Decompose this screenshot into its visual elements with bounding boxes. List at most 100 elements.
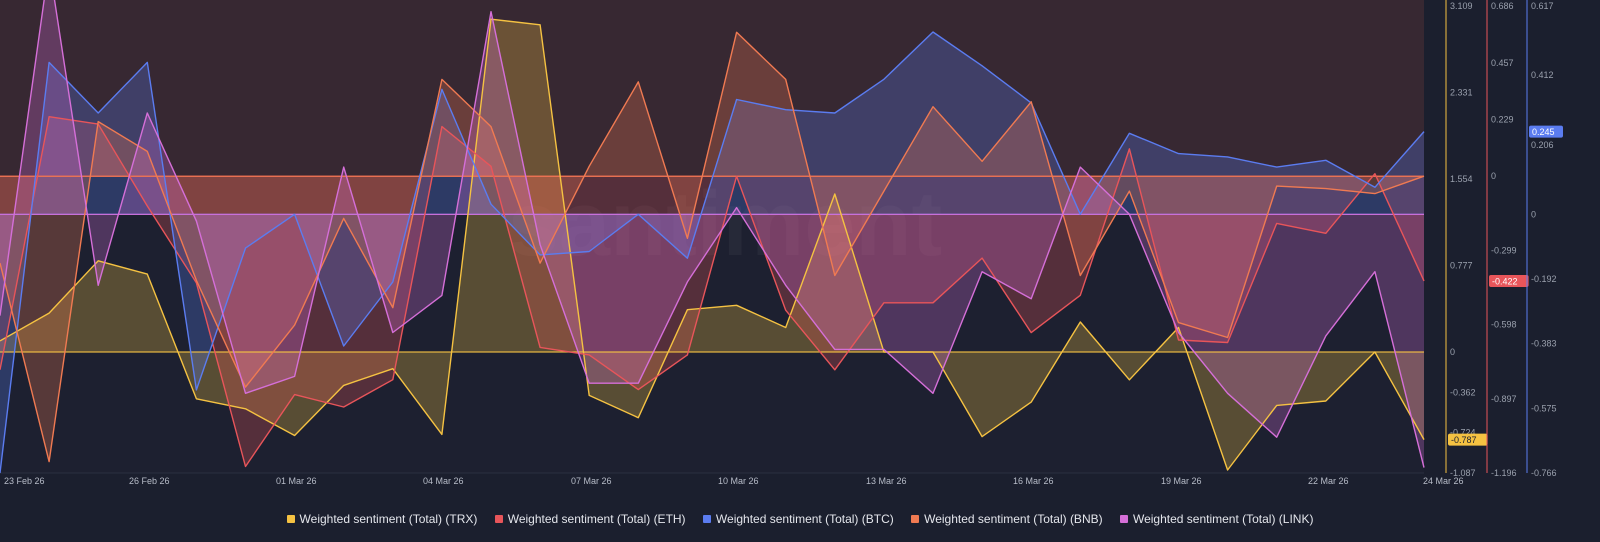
legend-swatch-bnb: [911, 515, 920, 523]
point-btc-25: [1227, 156, 1229, 158]
point-btc-28: [1374, 187, 1376, 189]
legend-label-link: Weighted sentiment (Total) (LINK): [1132, 512, 1314, 526]
point-bnb-28: [1374, 193, 1376, 195]
point-trx-13: [638, 417, 640, 419]
point-eth-29: [1423, 280, 1425, 282]
point-eth-11: [539, 347, 541, 349]
point-eth-19: [932, 302, 934, 304]
line-trx: [0, 18, 1425, 471]
point-btc-20: [981, 65, 983, 67]
point-bnb-21: [1030, 101, 1032, 103]
axis-tick-trx-5: -0.362: [1450, 387, 1476, 397]
series-areas: [0, 0, 1424, 473]
point-eth-21: [1030, 332, 1032, 334]
point-link-16: [785, 285, 787, 287]
point-btc-26: [1276, 166, 1278, 168]
series-lines: [0, 0, 1425, 474]
point-btc-17: [834, 112, 836, 114]
point-link-2: [97, 285, 99, 287]
point-link-7: [343, 166, 345, 168]
point-eth-15: [736, 175, 738, 177]
point-btc-18: [883, 79, 885, 81]
axis-badge-eth: [1489, 274, 1529, 287]
point-bnb-16: [785, 79, 787, 81]
axis-badge-value-btc: 0.245: [1532, 127, 1555, 137]
point-trx-20: [981, 436, 983, 438]
x-label-5: 10 Mar 26: [718, 476, 759, 486]
x-label-3: 04 Mar 26: [423, 476, 464, 486]
point-eth-26: [1276, 223, 1278, 225]
chart-legend: Weighted sentiment (Total) (TRX) Weighte…: [0, 512, 1600, 526]
point-eth-1: [48, 116, 50, 118]
legend-item-btc[interactable]: Weighted sentiment (Total) (BTC): [702, 512, 894, 526]
point-link-29: [1423, 467, 1425, 469]
point-link-10: [490, 11, 492, 13]
point-bnb-10: [490, 126, 492, 128]
x-label-1: 26 Feb 26: [129, 476, 170, 486]
point-bnb-3: [147, 151, 149, 153]
point-trx-11: [539, 24, 541, 26]
point-link-5: [245, 393, 247, 395]
point-bnb-11: [539, 262, 541, 264]
point-btc-4: [196, 389, 198, 391]
point-bnb-2: [97, 121, 99, 123]
point-trx-4: [196, 398, 198, 400]
legend-item-link[interactable]: Weighted sentiment (Total) (LINK): [1119, 512, 1314, 526]
point-link-20: [981, 271, 983, 273]
point-btc-7: [343, 345, 345, 347]
point-bnb-19: [932, 106, 934, 108]
point-eth-22: [1080, 295, 1082, 297]
point-link-15: [736, 207, 738, 209]
point-btc-5: [245, 247, 247, 249]
legend-label-eth: Weighted sentiment (Total) (ETH): [507, 512, 686, 526]
legend-swatch-eth: [494, 515, 503, 523]
point-btc-8: [392, 281, 394, 283]
point-bnb-1: [48, 461, 50, 463]
axis-tick-eth-2: 0.229: [1491, 114, 1514, 124]
point-trx-6: [294, 435, 296, 437]
axis-tick-eth-3: 0: [1491, 171, 1496, 181]
point-bnb-27: [1325, 188, 1327, 190]
point-eth-13: [638, 389, 640, 391]
point-bnb-22: [1080, 275, 1082, 277]
point-bnb-17: [834, 275, 836, 277]
point-btc-3: [147, 62, 149, 64]
legend-item-trx[interactable]: Weighted sentiment (Total) (TRX): [286, 512, 477, 526]
point-eth-5: [245, 466, 247, 468]
right-axes: 3.109 2.331 1.554 0.777 0 -0.362 -0.724 -1.087 -…: [1445, 0, 1563, 478]
point-link-4: [196, 220, 198, 222]
line-btc: [0, 31, 1425, 474]
axis-tick-eth-1: 0.457: [1491, 58, 1514, 68]
area-link: [0, 0, 1424, 468]
axis-tick-trx-2: 1.554: [1450, 174, 1473, 184]
point-bnb-15: [736, 32, 738, 34]
axis-tick-btc-4: -0.192: [1531, 274, 1557, 284]
point-bnb-25: [1227, 337, 1229, 339]
point-trx-18: [883, 351, 885, 353]
point-link-9: [441, 295, 443, 297]
legend-item-bnb[interactable]: Weighted sentiment (Total) (BNB): [911, 512, 1103, 526]
point-trx-9: [441, 434, 443, 436]
point-trx-17: [834, 193, 836, 195]
upper-shade: [0, 0, 1424, 177]
point-trx-15: [736, 305, 738, 307]
axis-tick-trx-3: 0.777: [1450, 261, 1473, 271]
axis-badge-trx: [1448, 433, 1488, 446]
point-eth-17: [834, 369, 836, 371]
point-btc-16: [785, 109, 787, 111]
area-eth: [0, 116, 1424, 467]
axis-tick-trx-4: 0: [1450, 347, 1455, 357]
point-eth-25: [1227, 342, 1229, 344]
plot-background: [0, 0, 1424, 474]
legend-item-eth[interactable]: Weighted sentiment (Total) (ETH): [494, 512, 686, 526]
axis-tick-trx-0: 3.109: [1450, 1, 1473, 11]
point-btc-22: [1080, 214, 1082, 216]
axis-tick-btc-7: -0.766: [1531, 468, 1557, 478]
axis-tick-trx-6: -0.724: [1450, 428, 1476, 438]
axis-tick-eth-6: -0.897: [1491, 394, 1517, 404]
point-btc-13: [638, 214, 640, 216]
axis-tick-btc-6: -0.575: [1531, 404, 1557, 414]
point-eth-23: [1129, 148, 1131, 150]
point-link-6: [294, 376, 296, 378]
